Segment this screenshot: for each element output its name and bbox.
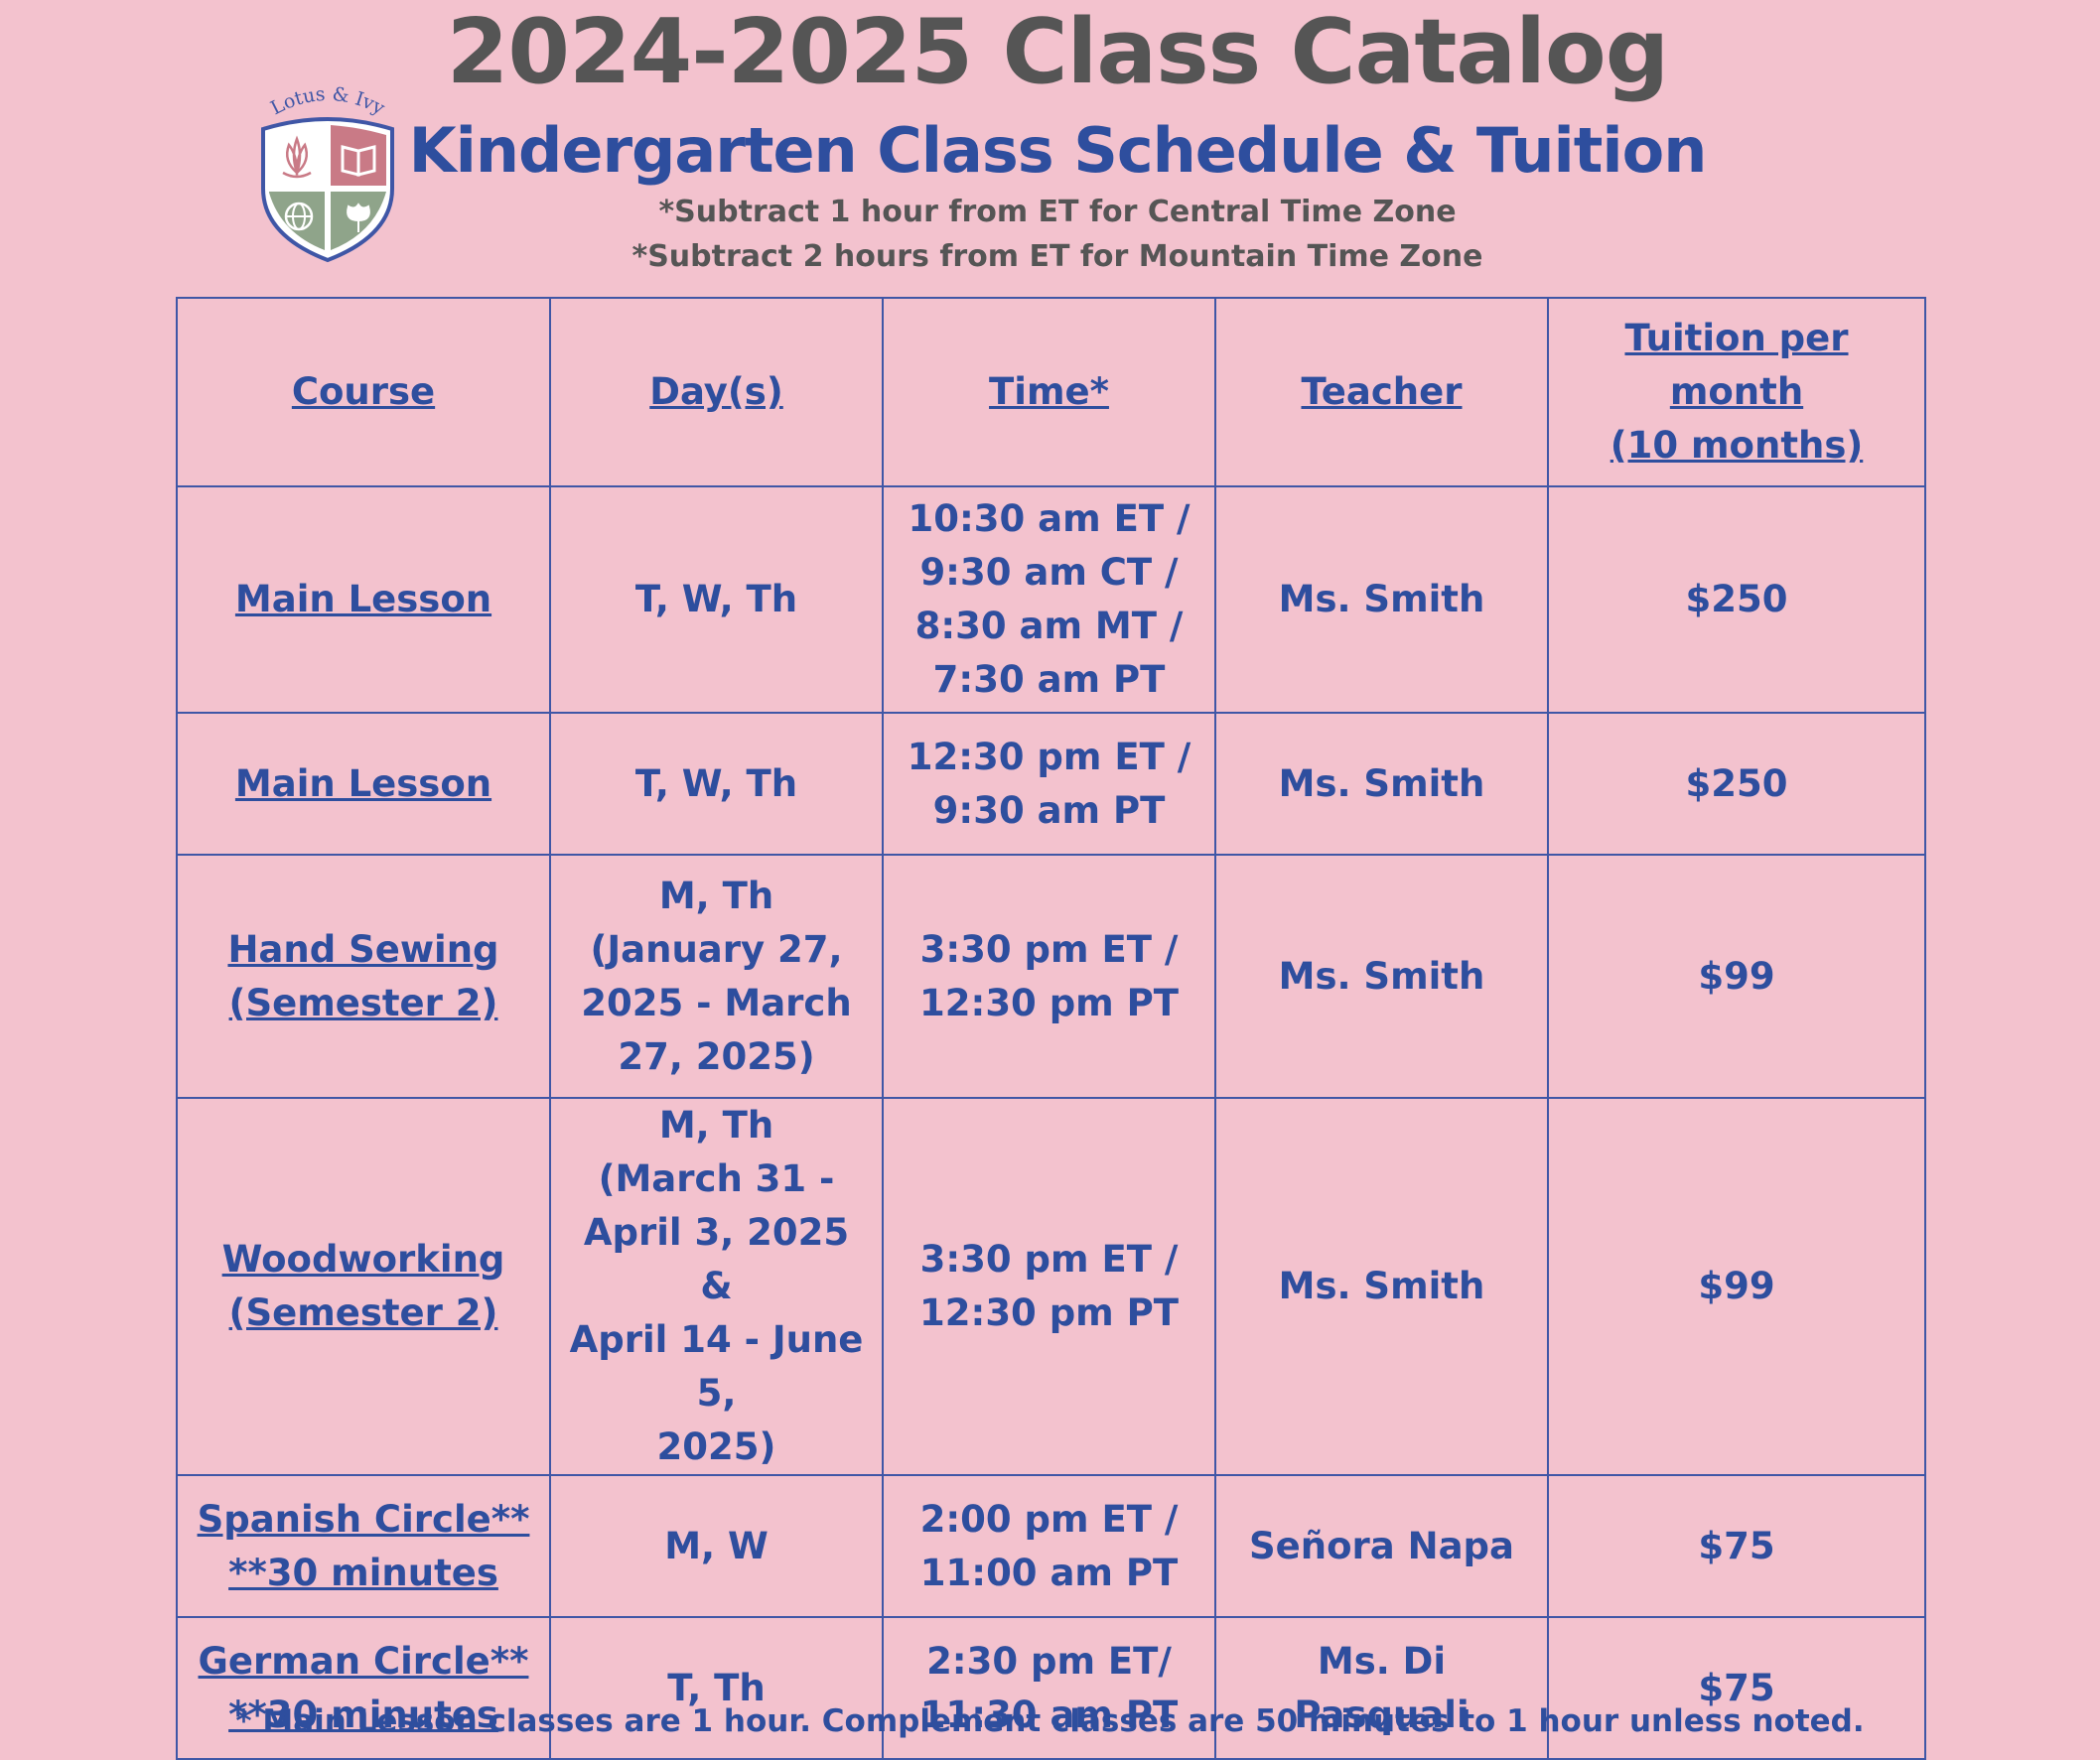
days-cell-line: M, Th xyxy=(658,1104,774,1147)
days-cell: T, W, Th xyxy=(549,712,884,856)
table-row: Woodworking (Semester 2) M, Th (March 31 - A… xyxy=(176,1097,1926,1476)
course-cell[interactable]: Spanish Circle** **30 minutes xyxy=(176,1474,551,1618)
days-cell-line: 27, 2025) xyxy=(618,1034,815,1078)
days-cell-line: M, W xyxy=(664,1524,769,1567)
time-cell-line: 12:30 pm PT xyxy=(919,1291,1179,1334)
days-cell: T, Th xyxy=(549,1616,884,1760)
header-teacher[interactable]: Teacher xyxy=(1214,297,1549,487)
course-cell-line: Main Lesson xyxy=(234,761,492,805)
timezone-note-mountain: *Subtract 2 hours from ET for Mountain T… xyxy=(631,239,1483,274)
course-cell[interactable]: Hand Sewing (Semester 2) xyxy=(176,854,551,1099)
table-row: Main Lesson T, W, Th 12:30 pm ET / 9:30 am … xyxy=(176,712,1926,856)
tuition-cell: $99 xyxy=(1547,1097,1926,1476)
course-cell-line: (Semester 2) xyxy=(228,981,498,1024)
header-course[interactable]: Course xyxy=(176,297,551,487)
days-cell-line: M, Th xyxy=(658,874,774,917)
course-cell[interactable]: Main Lesson xyxy=(176,485,551,714)
table-header-row: Course Day(s) Time* Teacher Tuition per … xyxy=(176,297,1926,487)
tuition-cell: $75 xyxy=(1547,1616,1926,1760)
tuition-cell: $250 xyxy=(1547,485,1926,714)
header-time[interactable]: Time* xyxy=(882,297,1216,487)
time-cell-line: 9:30 am CT / xyxy=(919,551,1179,594)
header-tuition[interactable]: Tuition per month (10 months) xyxy=(1547,297,1926,487)
days-cell: M, Th (January 27, 2025 - March 27, 2025) xyxy=(549,854,884,1099)
header-days[interactable]: Day(s) xyxy=(549,297,884,487)
teacher-cell: Ms. Smith xyxy=(1214,854,1549,1099)
time-cell-line: 11:00 am PT xyxy=(919,1551,1179,1594)
course-cell[interactable]: German Circle** **30 minutes xyxy=(176,1616,551,1760)
page-title: 2024-2025 Class Catalog xyxy=(446,0,1669,104)
ivy-leaf-icon xyxy=(347,203,370,232)
table-row: German Circle** **30 minutes T, Th 2:30 pm … xyxy=(176,1616,1926,1760)
time-cell-line: 8:30 am MT / xyxy=(914,605,1184,647)
globe-icon xyxy=(284,202,314,231)
days-cell-line: 2025) xyxy=(656,1425,776,1468)
time-cell-line: 2:30 pm ET/ xyxy=(926,1639,1172,1683)
days-cell-line: April 14 - June 5, xyxy=(569,1318,864,1415)
days-cell-line: T, W, Th xyxy=(634,578,798,620)
days-cell-line: (January 27, xyxy=(590,927,843,971)
teacher-cell: Ms. Di Pasquali xyxy=(1214,1616,1549,1760)
time-cell-line: 3:30 pm ET / xyxy=(919,1238,1179,1281)
time-cell-line: 12:30 pm ET / xyxy=(907,735,1191,778)
time-cell-line: 10:30 am ET / xyxy=(908,497,1190,540)
footer-note: * Main Lesson classes are 1 hour. Comple… xyxy=(235,1703,1865,1739)
course-cell-line: Woodworking xyxy=(221,1238,505,1281)
course-cell-line: German Circle** xyxy=(198,1639,529,1683)
book-icon xyxy=(341,145,376,177)
table-row: Main Lesson T, W, Th 10:30 am ET / 9:30 am … xyxy=(176,485,1926,714)
days-cell-line: T, Th xyxy=(667,1666,766,1709)
lotus-icon xyxy=(282,135,312,179)
days-cell-line: T, W, Th xyxy=(634,761,798,805)
time-cell: 12:30 pm ET / 9:30 am PT xyxy=(882,712,1216,856)
course-cell-line: Main Lesson xyxy=(234,578,492,620)
teacher-cell: Ms. Smith xyxy=(1214,485,1549,714)
tuition-cell: $75 xyxy=(1547,1474,1926,1618)
time-cell: 2:30 pm ET/11:30 am PT xyxy=(882,1616,1216,1760)
time-cell: 10:30 am ET / 9:30 am CT / 8:30 am MT / 7:3… xyxy=(882,485,1216,714)
time-cell-line: 9:30 am PT xyxy=(932,788,1166,832)
course-cell-line: Spanish Circle** xyxy=(197,1497,530,1541)
time-cell: 3:30 pm ET / 12:30 pm PT xyxy=(882,854,1216,1099)
page-subtitle: Kindergarten Class Schedule & Tuition xyxy=(408,114,1708,187)
school-logo: Lotus & Ivy xyxy=(261,83,394,263)
days-cell: M, W xyxy=(549,1474,884,1618)
table-row: Spanish Circle** **30 minutes M, W 2:00 pm … xyxy=(176,1474,1926,1618)
days-cell: T, W, Th xyxy=(549,485,884,714)
teacher-cell: Ms. Smith xyxy=(1214,712,1549,856)
course-cell-line: Hand Sewing xyxy=(227,927,499,971)
time-cell-line: 2:00 pm ET / xyxy=(919,1497,1179,1541)
tuition-cell: $250 xyxy=(1547,712,1926,856)
course-cell[interactable]: Woodworking (Semester 2) xyxy=(176,1097,551,1476)
days-cell-line: (March 31 - xyxy=(598,1157,835,1200)
table-row: Hand Sewing (Semester 2) M, Th (January 27,… xyxy=(176,854,1926,1099)
days-cell-line: April 3, 2025 & xyxy=(583,1211,850,1307)
course-cell-line: (Semester 2) xyxy=(228,1291,498,1334)
timezone-note-central: *Subtract 1 hour from ET for Central Tim… xyxy=(658,195,1457,229)
course-cell[interactable]: Main Lesson xyxy=(176,712,551,856)
teacher-cell: Señora Napa xyxy=(1214,1474,1549,1618)
teacher-cell: Ms. Smith xyxy=(1214,1097,1549,1476)
time-cell: 2:00 pm ET / 11:00 am PT xyxy=(882,1474,1216,1618)
time-cell-line: 7:30 am PT xyxy=(932,658,1166,701)
course-cell-line: **30 minutes xyxy=(228,1692,498,1736)
time-cell-line: 3:30 pm ET / xyxy=(919,927,1179,971)
time-cell: 3:30 pm ET / 12:30 pm PT xyxy=(882,1097,1216,1476)
class-schedule-table: Course Day(s) Time* Teacher Tuition per … xyxy=(176,297,1926,1760)
header-tuition-line: Tuition per month xyxy=(1624,317,1849,413)
time-cell-line: 11:30 am PT xyxy=(919,1692,1179,1736)
time-cell-line: 12:30 pm PT xyxy=(919,981,1179,1024)
tuition-cell: $99 xyxy=(1547,854,1926,1099)
course-cell-line: **30 minutes xyxy=(228,1551,498,1594)
days-cell: M, Th (March 31 - April 3, 2025 & April 14 … xyxy=(549,1097,884,1476)
header-tuition-line: (10 months) xyxy=(1610,424,1864,467)
days-cell-line: 2025 - March xyxy=(581,981,852,1024)
